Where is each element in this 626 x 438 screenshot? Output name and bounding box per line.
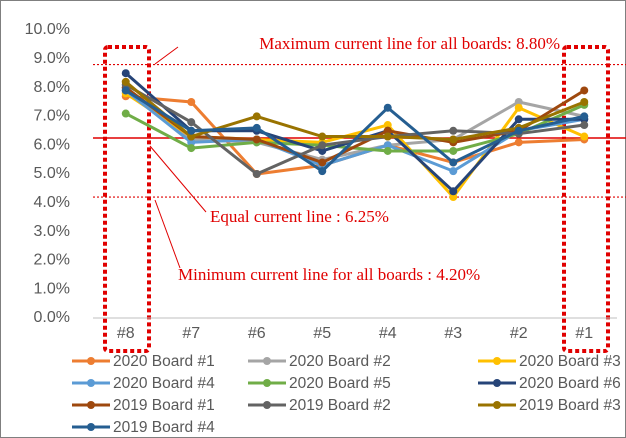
data-point <box>514 138 523 147</box>
y-tick-label: 3.0% <box>34 223 70 240</box>
data-point <box>187 98 196 106</box>
x-tick-label: #6 <box>248 325 266 342</box>
data-point <box>514 115 523 124</box>
data-point <box>187 132 196 141</box>
data-point <box>121 86 130 95</box>
data-point <box>252 123 261 132</box>
data-point <box>187 144 196 153</box>
annotation-arrow <box>154 199 181 269</box>
data-point <box>449 187 458 196</box>
data-point <box>383 126 392 135</box>
data-point <box>318 132 327 141</box>
legend-label: 2019 Board #1 <box>113 397 215 414</box>
legend-marker <box>263 379 271 387</box>
x-tick-label: #3 <box>444 325 462 342</box>
highlight-box <box>562 45 610 353</box>
y-tick-label: 9.0% <box>34 50 70 67</box>
data-point <box>252 135 261 144</box>
legend-marker <box>87 357 95 365</box>
y-tick-label: 5.0% <box>34 165 70 182</box>
data-point <box>580 98 589 106</box>
series-line <box>124 86 585 162</box>
data-point <box>449 135 458 144</box>
legend-marker <box>493 379 501 387</box>
legend-label: 2019 Board #4 <box>113 419 215 436</box>
series-line <box>124 89 585 174</box>
annotation-arrow <box>154 46 179 65</box>
y-tick-label: 10.0% <box>25 21 70 38</box>
data-point <box>514 103 523 112</box>
data-point <box>252 112 261 121</box>
legend-label: 2020 Board #4 <box>113 375 215 392</box>
legend-marker <box>87 401 95 409</box>
legend-marker <box>263 357 271 365</box>
legend-label: 2019 Board #2 <box>289 397 391 414</box>
data-point <box>121 109 130 118</box>
data-point <box>580 132 589 141</box>
legend-label: 2020 Board #1 <box>113 353 215 370</box>
data-point <box>121 77 130 86</box>
data-point <box>514 126 523 135</box>
annotation: Equal current line : 6.25% <box>210 207 389 226</box>
data-point <box>383 121 392 130</box>
y-tick-label: 0.0% <box>34 309 70 326</box>
y-tick-label: 4.0% <box>34 194 70 211</box>
legend-label: 2020 Board #6 <box>519 375 621 392</box>
y-tick-label: 7.0% <box>34 108 70 125</box>
annotation: Maximum current line for all boards: 8.8… <box>259 34 560 53</box>
data-point <box>580 121 589 130</box>
y-tick-label: 8.0% <box>34 79 70 96</box>
x-tick-label: #2 <box>510 325 528 342</box>
data-point <box>514 98 523 106</box>
data-point <box>383 141 392 150</box>
data-point <box>449 167 458 176</box>
data-point <box>383 146 392 155</box>
y-tick-label: 1.0% <box>34 280 70 297</box>
series-line <box>124 80 585 141</box>
data-point <box>187 118 196 127</box>
y-tick-label: 6.0% <box>34 136 70 153</box>
legend-label: 2019 Board #3 <box>519 397 621 414</box>
data-point <box>187 138 196 147</box>
highlight-box <box>103 45 151 353</box>
data-point <box>383 103 392 112</box>
y-tick-label: 2.0% <box>34 252 70 269</box>
data-point <box>449 146 458 155</box>
legend-marker <box>87 423 95 431</box>
legend-marker <box>493 401 501 409</box>
legend-marker <box>263 401 271 409</box>
x-tick-label: #8 <box>117 325 135 342</box>
data-point <box>252 170 261 178</box>
data-point <box>121 69 130 78</box>
legend-label: 2020 Board #2 <box>289 353 391 370</box>
data-point <box>580 86 589 95</box>
data-point <box>318 146 327 155</box>
annotation: Minimum current line for all boards : 4.… <box>178 265 480 284</box>
data-point <box>318 158 327 167</box>
legend-label: 2020 Board #5 <box>289 375 391 392</box>
data-point <box>383 132 392 141</box>
data-point <box>449 126 458 135</box>
legend-marker <box>493 357 501 365</box>
data-point <box>318 167 327 176</box>
data-point <box>449 193 458 202</box>
data-point <box>318 141 327 150</box>
x-tick-label: #4 <box>379 325 397 342</box>
annotation-arrow <box>149 145 207 213</box>
x-tick-label: #7 <box>182 325 200 342</box>
legend-marker <box>87 379 95 387</box>
data-point <box>580 112 589 121</box>
x-tick-label: #1 <box>575 325 593 342</box>
data-point <box>449 158 458 167</box>
data-point <box>187 126 196 135</box>
x-tick-label: #5 <box>313 325 331 342</box>
legend-label: 2020 Board #3 <box>519 353 621 370</box>
